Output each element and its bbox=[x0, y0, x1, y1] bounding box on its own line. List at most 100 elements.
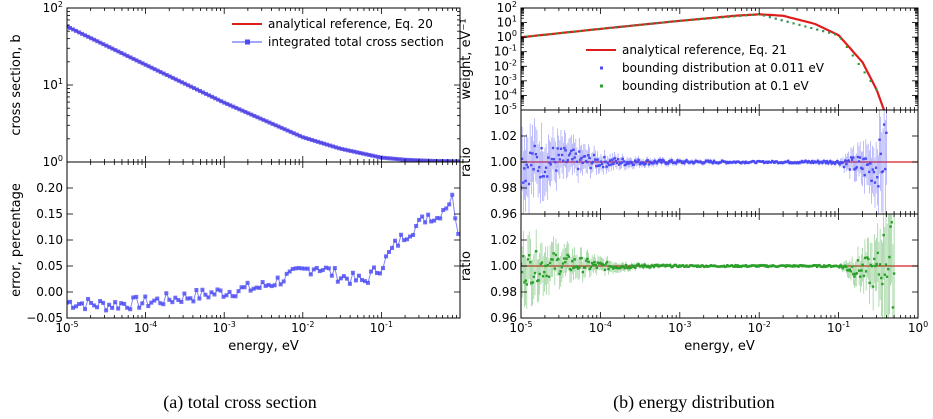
y-tick-label-base: 10 bbox=[494, 59, 509, 73]
data-point bbox=[524, 179, 527, 183]
data-point bbox=[756, 13, 759, 16]
data-point bbox=[837, 161, 840, 164]
data-point bbox=[751, 13, 754, 16]
data-point bbox=[834, 33, 837, 36]
data-point bbox=[825, 160, 829, 163]
data-point bbox=[859, 275, 862, 278]
data-point bbox=[870, 264, 874, 268]
data-point bbox=[567, 154, 571, 157]
y-axis-label: error, percentage bbox=[9, 183, 24, 297]
data-point bbox=[643, 263, 646, 266]
y-tick-label: 0.15 bbox=[36, 207, 63, 221]
data-point bbox=[651, 264, 654, 267]
data-point bbox=[871, 285, 875, 288]
data-point bbox=[650, 22, 653, 25]
data-point bbox=[815, 265, 819, 269]
data-point bbox=[622, 265, 625, 269]
data-point bbox=[842, 165, 846, 169]
series-b_mid-0 bbox=[521, 110, 888, 214]
data-point bbox=[610, 163, 613, 166]
data-point bbox=[876, 176, 879, 179]
plot-area bbox=[521, 110, 918, 214]
data-point bbox=[829, 159, 832, 163]
data-point bbox=[652, 162, 655, 165]
legend-marker bbox=[245, 39, 250, 45]
data-point bbox=[527, 254, 531, 257]
y-tick-label: 1.00 bbox=[490, 155, 517, 169]
data-point bbox=[752, 160, 756, 163]
data-point bbox=[864, 157, 868, 160]
data-point bbox=[871, 168, 874, 171]
data-point bbox=[869, 79, 872, 82]
y-tick-label: 0.96 bbox=[490, 207, 517, 221]
data-point bbox=[888, 255, 891, 259]
data-point bbox=[786, 20, 789, 23]
data-point bbox=[589, 266, 593, 269]
y-tick-label: 0.96 bbox=[490, 311, 517, 325]
data-point bbox=[537, 279, 540, 282]
data-point bbox=[606, 161, 609, 165]
data-point bbox=[555, 169, 558, 172]
x-tick-label-exp: -2 bbox=[763, 320, 771, 329]
data-point bbox=[545, 274, 548, 278]
y-tick-label-exp: -3 bbox=[509, 73, 517, 82]
data-point bbox=[775, 160, 778, 163]
data-point bbox=[636, 160, 639, 163]
data-point bbox=[823, 160, 826, 163]
data-point bbox=[585, 259, 588, 262]
x-axis-label: energy, eV bbox=[684, 339, 755, 354]
x-tick-label: 10-4 bbox=[589, 320, 612, 335]
data-point bbox=[824, 161, 828, 165]
x-tick-label-base: 10 bbox=[589, 321, 604, 335]
data-point bbox=[634, 266, 637, 269]
data-point bbox=[624, 263, 628, 267]
panel-b_bottom: 10-5 10-4 10-3 10-2 10-1 1000.960.981.001.02r… bbox=[459, 213, 928, 354]
series-line bbox=[67, 26, 460, 162]
data-point bbox=[882, 233, 885, 237]
data-point bbox=[822, 30, 825, 33]
data-point bbox=[687, 265, 691, 268]
data-point bbox=[579, 158, 582, 161]
data-point bbox=[568, 152, 572, 155]
data-point bbox=[539, 262, 543, 266]
data-point bbox=[878, 263, 882, 266]
data-point bbox=[763, 264, 766, 267]
x-tick-label: 10-5 bbox=[509, 320, 532, 335]
data-point bbox=[712, 159, 716, 163]
x-tick-label: 10-3 bbox=[213, 320, 236, 335]
data-point bbox=[881, 282, 884, 286]
legend-label: analytical reference, Eq. 20 bbox=[268, 17, 433, 31]
data-point bbox=[534, 153, 538, 156]
data-point bbox=[852, 272, 855, 276]
data-point bbox=[890, 221, 893, 224]
data-point bbox=[654, 160, 657, 164]
data-point bbox=[448, 159, 453, 162]
data-point bbox=[815, 160, 818, 164]
data-point bbox=[821, 161, 824, 165]
y-tick-label: 101 bbox=[43, 77, 63, 92]
data-point bbox=[862, 274, 865, 278]
data-point bbox=[850, 265, 854, 268]
data-point bbox=[804, 25, 807, 28]
data-point bbox=[546, 175, 549, 178]
data-point bbox=[626, 25, 629, 28]
data-point bbox=[620, 266, 623, 269]
series-b_top-2 bbox=[521, 13, 878, 91]
data-point bbox=[587, 260, 590, 264]
data-point bbox=[744, 264, 748, 267]
data-point bbox=[644, 23, 647, 26]
data-point bbox=[591, 28, 594, 31]
data-point bbox=[646, 264, 650, 268]
data-point bbox=[761, 160, 765, 163]
data-point bbox=[574, 152, 578, 155]
data-point bbox=[851, 54, 854, 57]
data-point bbox=[576, 167, 580, 171]
plot-area bbox=[67, 24, 460, 162]
x-tick-label-exp: -1 bbox=[842, 320, 850, 329]
data-point bbox=[590, 162, 593, 165]
data-point bbox=[652, 265, 656, 269]
data-point bbox=[549, 163, 552, 166]
y-tick-label-exp: -5 bbox=[509, 102, 517, 111]
